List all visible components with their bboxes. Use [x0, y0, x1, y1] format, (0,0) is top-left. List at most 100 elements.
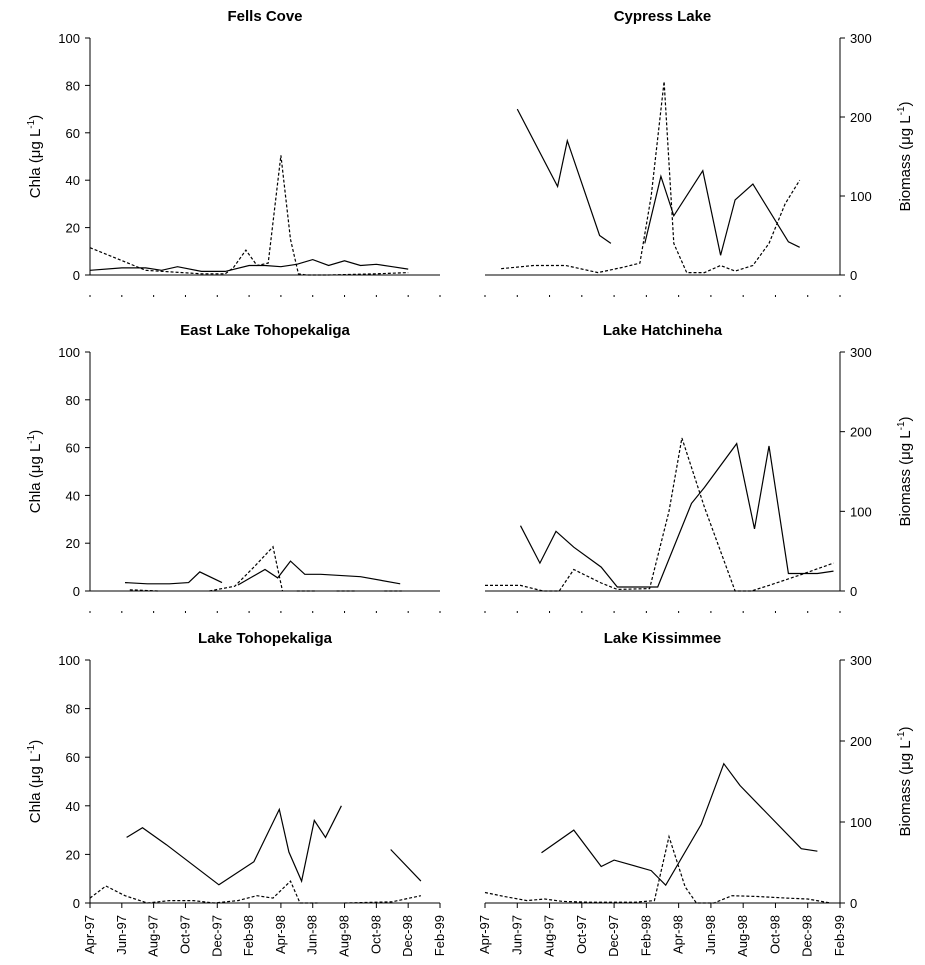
y-tick-label: 100 — [850, 189, 872, 204]
panel-title: Lake Tohopekaliga — [198, 630, 333, 647]
panel-title: Fells Cove — [227, 8, 302, 25]
panel-title: Lake Kissimmee — [604, 630, 722, 647]
x-tick-label: Feb-98 — [638, 915, 653, 956]
y-tick-label: 100 — [58, 345, 80, 360]
y-tick-label: 20 — [66, 536, 80, 551]
panel-2: Cypress Lake 0 100 200 300 — [484, 8, 872, 297]
y-axis-label-close: ) — [897, 101, 914, 106]
y-axis-label-main: Chla (μg L — [27, 444, 44, 514]
y-tick-label: 100 — [58, 653, 80, 668]
x-tick-label: Apr-98 — [671, 915, 686, 954]
x-tick-label: Apr-97 — [477, 915, 492, 954]
solid-series-line — [519, 442, 834, 588]
y-tick-label: 0 — [850, 896, 857, 911]
y-axis-label-superscript: -1 — [896, 421, 907, 430]
dashed-series-line — [89, 155, 409, 276]
solid-series-line — [89, 258, 409, 272]
x-tick-label: Oct-97 — [177, 915, 192, 954]
x-tick-label: Jun-97 — [114, 915, 129, 955]
x-tick-label: Oct-98 — [767, 915, 782, 954]
dashed-series-line — [129, 545, 402, 592]
y-tick-label: 60 — [66, 126, 80, 141]
dashed-series-line — [89, 880, 422, 904]
x-tick-label: Dec-98 — [400, 915, 415, 957]
x-tick-label: Jun-98 — [703, 915, 718, 955]
y-axis-label-superscript: -1 — [896, 731, 907, 740]
y-tick-label: 200 — [850, 425, 872, 440]
x-tick-label: Feb-99 — [832, 915, 847, 956]
y-axis-label: Biomass (μg L-1) — [896, 101, 914, 211]
y-axis-label-close: ) — [27, 115, 44, 120]
y-tick-label: 60 — [66, 441, 80, 456]
y-axis-label-close: ) — [27, 740, 44, 745]
x-tick-label: Apr-97 — [82, 915, 97, 954]
solid-series-line — [124, 560, 401, 586]
y-axis-label-main: Chla (μg L — [27, 129, 44, 199]
x-tick-label: Aug-98 — [735, 915, 750, 957]
y-axis-label-close: ) — [27, 430, 44, 435]
panel-title: East Lake Tohopekaliga — [180, 322, 350, 339]
y-axis-label: Chla (μg L-1) — [26, 115, 44, 198]
y-axis-label: Biomass (μg L-1) — [896, 726, 914, 836]
y-axis-label-main: Biomass (μg L — [897, 115, 914, 211]
y-tick-label: 0 — [73, 584, 80, 599]
x-tick-label: Dec-97 — [606, 915, 621, 957]
y-tick-label: 40 — [66, 173, 80, 188]
y-axis-label-superscript: -1 — [26, 434, 37, 443]
panel-6: Lake Kissimmee 0 100 200 300 Apr-97 Jun-97 Aug-… — [477, 630, 872, 957]
y-axis-label-main: Biomass (μg L — [897, 740, 914, 836]
y-axis-label-superscript: -1 — [896, 106, 907, 115]
y-tick-label: 100 — [58, 31, 80, 46]
y-tick-label: 100 — [850, 815, 872, 830]
x-tick-label: Feb-99 — [432, 915, 447, 956]
dashed-series-line — [484, 834, 831, 904]
y-axis-label-superscript: -1 — [26, 119, 37, 128]
dashed-series-line — [501, 81, 801, 274]
panel-3: East Lake Tohopekaliga 0 20 40 60 80 100 — [58, 322, 441, 613]
y-tick-label: 300 — [850, 345, 872, 360]
y-tick-label: 20 — [66, 847, 80, 862]
x-tick-label: Jun-98 — [305, 915, 320, 955]
y-axis-label-main: Chla (μg L — [27, 754, 44, 824]
panel-title: Lake Hatchineha — [603, 322, 723, 339]
x-tick-label: Aug-97 — [542, 915, 557, 957]
x-tick-label: Dec-97 — [209, 915, 224, 957]
x-tick-label: Apr-98 — [273, 915, 288, 954]
y-tick-label: 80 — [66, 702, 80, 717]
x-tick-label: Aug-97 — [146, 915, 161, 957]
y-tick-label: 100 — [850, 504, 872, 519]
x-tick-label: Oct-97 — [574, 915, 589, 954]
panel-4: Lake Hatchineha 0 100 200 300 — [484, 322, 872, 613]
y-tick-label: 0 — [73, 896, 80, 911]
y-axis-label: Biomass (μg L-1) — [896, 416, 914, 526]
y-tick-label: 200 — [850, 110, 872, 125]
y-tick-label: 300 — [850, 31, 872, 46]
x-tick-label: Oct-98 — [368, 915, 383, 954]
y-tick-label: 40 — [66, 799, 80, 814]
x-tick-label: Dec-98 — [800, 915, 815, 957]
y-tick-label: 20 — [66, 221, 80, 236]
x-tick-label: Jun-97 — [509, 915, 524, 955]
y-tick-label: 40 — [66, 488, 80, 503]
y-tick-label: 200 — [850, 734, 872, 749]
y-tick-label: 60 — [66, 750, 80, 765]
solid-series-line — [126, 805, 422, 886]
y-axis-label: Chla (μg L-1) — [26, 740, 44, 823]
y-tick-label: 80 — [66, 393, 80, 408]
y-tick-label: 0 — [850, 584, 857, 599]
y-tick-label: 0 — [73, 268, 80, 283]
x-tick-label: Aug-98 — [337, 915, 352, 957]
y-axis-label-superscript: -1 — [26, 744, 37, 753]
y-tick-label: 300 — [850, 653, 872, 668]
panel-title: Cypress Lake — [614, 8, 712, 25]
panel-5: Lake Tohopekaliga 0 20 40 60 80 100 Apr-97 Jun-9… — [58, 630, 447, 957]
y-axis-label-close: ) — [897, 726, 914, 731]
y-tick-label: 0 — [850, 268, 857, 283]
solid-series-line — [541, 762, 818, 887]
panel-1: Fells Cove 0 20 40 60 80 100 — [58, 8, 441, 297]
y-axis-label-close: ) — [897, 416, 914, 421]
y-axis-label: Chla (μg L-1) — [26, 430, 44, 513]
solid-series-line — [516, 108, 800, 256]
y-tick-label: 80 — [66, 78, 80, 93]
